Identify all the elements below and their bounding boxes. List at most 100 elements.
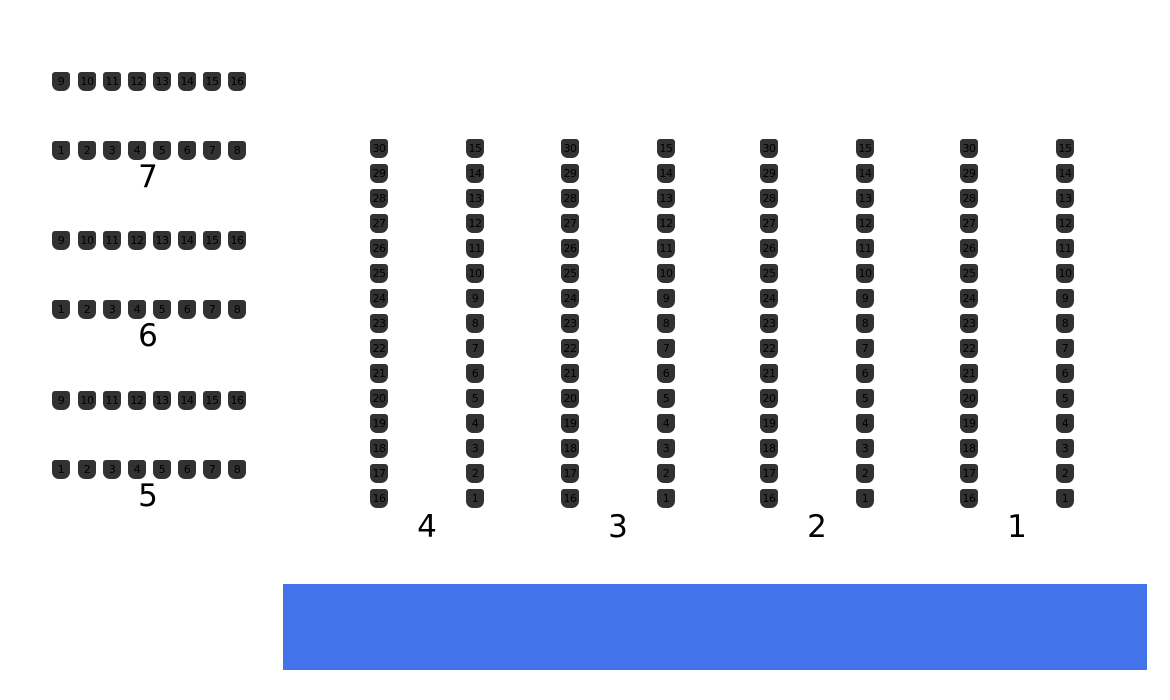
seat[interactable]: 10 [78,72,96,91]
seat[interactable]: 12 [466,214,484,233]
seat[interactable]: 11 [103,231,121,250]
seat[interactable]: 26 [960,239,978,258]
seat[interactable]: 3 [466,439,484,458]
seat[interactable]: 17 [960,464,978,483]
seat[interactable]: 7 [203,141,221,160]
seat[interactable]: 6 [178,141,196,160]
seat[interactable]: 3 [103,300,121,319]
seat[interactable]: 11 [657,239,675,258]
seat[interactable]: 9 [52,72,70,91]
seat[interactable]: 27 [370,214,388,233]
seat[interactable]: 29 [760,164,778,183]
seat[interactable]: 23 [561,314,579,333]
seat[interactable]: 11 [856,239,874,258]
seat[interactable]: 18 [760,439,778,458]
seat[interactable]: 6 [1056,364,1074,383]
seat[interactable]: 16 [228,72,246,91]
seat[interactable]: 21 [561,364,579,383]
seat[interactable]: 25 [561,264,579,283]
seat[interactable]: 12 [856,214,874,233]
seat[interactable]: 8 [657,314,675,333]
seat[interactable]: 27 [561,214,579,233]
seat[interactable]: 6 [856,364,874,383]
seat[interactable]: 14 [657,164,675,183]
seat[interactable]: 15 [856,139,874,158]
seat[interactable]: 28 [370,189,388,208]
seat[interactable]: 12 [657,214,675,233]
seat[interactable]: 7 [856,339,874,358]
seat[interactable]: 20 [370,389,388,408]
seat[interactable]: 15 [657,139,675,158]
seat[interactable]: 1 [466,489,484,508]
seat[interactable]: 26 [561,239,579,258]
seat[interactable]: 10 [78,391,96,410]
seat[interactable]: 10 [466,264,484,283]
seat[interactable]: 16 [760,489,778,508]
seat[interactable]: 16 [370,489,388,508]
seat[interactable]: 30 [760,139,778,158]
seat[interactable]: 12 [128,231,146,250]
seat[interactable]: 8 [856,314,874,333]
seat[interactable]: 16 [561,489,579,508]
seat[interactable]: 27 [760,214,778,233]
seat[interactable]: 23 [960,314,978,333]
seat[interactable]: 10 [78,231,96,250]
seat[interactable]: 13 [153,231,171,250]
seat[interactable]: 6 [466,364,484,383]
seat[interactable]: 24 [561,289,579,308]
seat[interactable]: 14 [856,164,874,183]
seat[interactable]: 8 [228,300,246,319]
seat[interactable]: 5 [153,300,171,319]
seat[interactable]: 28 [760,189,778,208]
seat[interactable]: 26 [370,239,388,258]
seat[interactable]: 13 [1056,189,1074,208]
seat[interactable]: 9 [1056,289,1074,308]
seat[interactable]: 2 [78,300,96,319]
seat[interactable]: 24 [960,289,978,308]
seat[interactable]: 14 [1056,164,1074,183]
seat[interactable]: 22 [960,339,978,358]
seat[interactable]: 19 [561,414,579,433]
seat[interactable]: 18 [960,439,978,458]
seat[interactable]: 24 [760,289,778,308]
seat[interactable]: 28 [561,189,579,208]
seat[interactable]: 15 [1056,139,1074,158]
seat[interactable]: 5 [657,389,675,408]
seat[interactable]: 3 [657,439,675,458]
seat[interactable]: 27 [960,214,978,233]
seat[interactable]: 4 [128,300,146,319]
seat[interactable]: 10 [1056,264,1074,283]
seat[interactable]: 2 [1056,464,1074,483]
seat[interactable]: 4 [128,141,146,160]
seat[interactable]: 12 [128,72,146,91]
seat[interactable]: 24 [370,289,388,308]
seat[interactable]: 30 [370,139,388,158]
seat[interactable]: 1 [52,300,70,319]
seat[interactable]: 1 [52,460,70,479]
seat[interactable]: 15 [203,72,221,91]
seat[interactable]: 1 [1056,489,1074,508]
seat[interactable]: 29 [561,164,579,183]
seat[interactable]: 30 [960,139,978,158]
seat[interactable]: 3 [856,439,874,458]
seat[interactable]: 16 [228,391,246,410]
seat[interactable]: 8 [228,141,246,160]
seat[interactable]: 9 [52,391,70,410]
seat[interactable]: 22 [561,339,579,358]
seat[interactable]: 8 [228,460,246,479]
seat[interactable]: 25 [960,264,978,283]
seat[interactable]: 30 [561,139,579,158]
seat[interactable]: 6 [178,300,196,319]
seat[interactable]: 19 [960,414,978,433]
seat[interactable]: 4 [128,460,146,479]
seat[interactable]: 19 [760,414,778,433]
seat[interactable]: 10 [657,264,675,283]
seat[interactable]: 2 [78,141,96,160]
seat[interactable]: 17 [760,464,778,483]
seat[interactable]: 8 [1056,314,1074,333]
seat[interactable]: 16 [228,231,246,250]
seat[interactable]: 26 [760,239,778,258]
seat[interactable]: 8 [466,314,484,333]
seat[interactable]: 25 [370,264,388,283]
seat[interactable]: 2 [466,464,484,483]
